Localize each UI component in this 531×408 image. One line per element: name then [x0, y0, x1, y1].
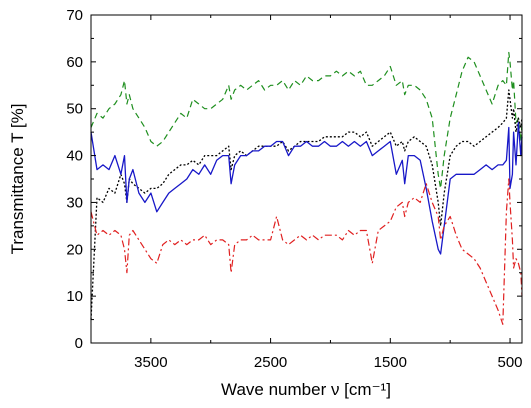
x-tick-label: 1500: [374, 354, 407, 371]
x-tick-label: 2500: [254, 354, 287, 371]
x-tick-label: 3500: [134, 354, 167, 371]
x-axis-label: Wave number ν [cm⁻¹]: [221, 380, 391, 399]
y-tick-label: 60: [66, 54, 83, 71]
series-line-2: [90, 89, 523, 320]
x-tick-label: 500: [498, 354, 523, 371]
y-tick-label: 50: [66, 101, 83, 118]
series-line-3: [90, 122, 523, 255]
y-tick-label: 10: [66, 288, 83, 305]
y-tick-label: 40: [66, 148, 83, 165]
y-axis-label: Transmittance T [%]: [8, 104, 27, 255]
y-tick-label: 70: [66, 7, 83, 24]
y-tick-label: 20: [66, 241, 83, 258]
y-tick-label: 30: [66, 194, 83, 211]
axes-layer: 0 10 20 30 40 50 60 70 3500 2500 1500 500: [66, 7, 522, 371]
y-tick-label: 0: [75, 335, 83, 352]
plot-frame: [90, 14, 523, 344]
series-layer: [90, 51, 523, 325]
series-line-1: [90, 51, 523, 189]
series-line-4: [90, 178, 523, 325]
